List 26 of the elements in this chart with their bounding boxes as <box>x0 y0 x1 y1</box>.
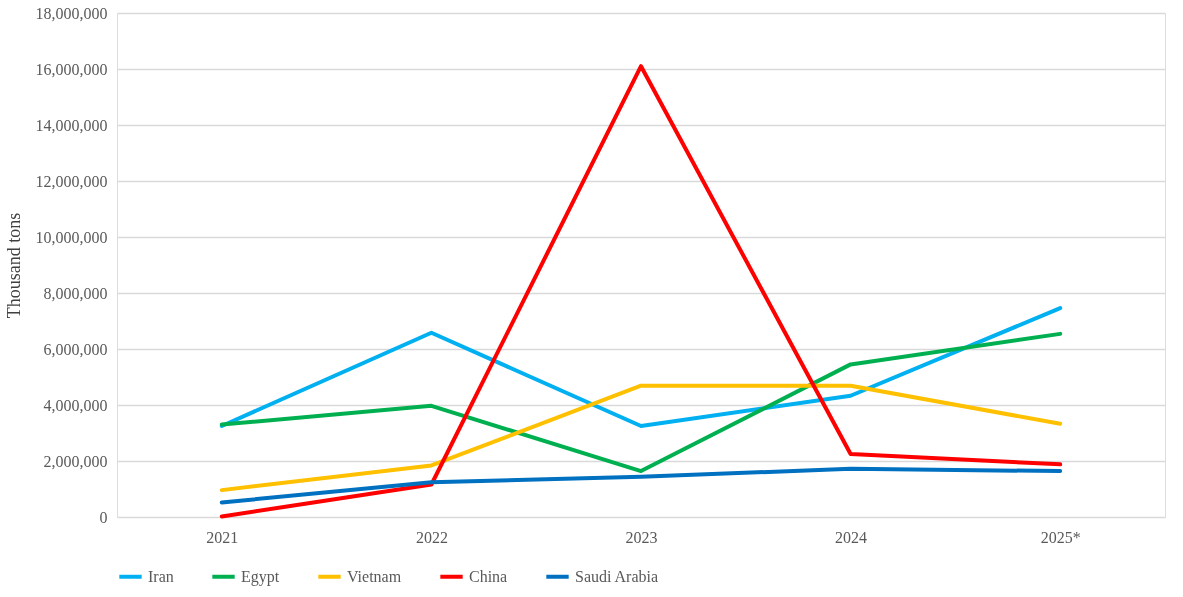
x-tick-label: 2024 <box>835 528 868 546</box>
legend-label: Saudi Arabia <box>575 567 659 585</box>
legend-label: Iran <box>148 567 174 585</box>
y-tick-label: 18,000,000 <box>35 4 108 22</box>
x-tick-label: 2021 <box>206 528 239 546</box>
y-tick-label: 10,000,000 <box>35 228 108 246</box>
legend-label: Vietnam <box>347 567 402 585</box>
x-tick-label: 2022 <box>415 528 448 546</box>
x-tick-label: 2025* <box>1040 528 1081 546</box>
legend-label: Egypt <box>241 567 280 586</box>
line-series <box>219 331 1063 474</box>
y-tick-label: 12,000,000 <box>35 172 108 190</box>
y-tick-label: 16,000,000 <box>35 60 108 78</box>
y-tick-label: 4,000,000 <box>43 396 108 414</box>
line-series <box>219 383 1063 493</box>
y-tick-label: 2,000,000 <box>43 452 108 470</box>
legend-label: China <box>469 567 508 585</box>
y-tick-label: 6,000,000 <box>43 340 108 358</box>
line-series <box>219 64 1063 519</box>
y-tick-label: 8,000,000 <box>43 284 108 302</box>
y-tick-label: 0 <box>99 508 108 526</box>
y-axis-title: Thousand tons <box>3 212 24 319</box>
y-tick-label: 14,000,000 <box>35 116 108 134</box>
line-series <box>219 306 1063 428</box>
line-series <box>219 466 1063 505</box>
x-tick-label: 2023 <box>625 528 658 546</box>
